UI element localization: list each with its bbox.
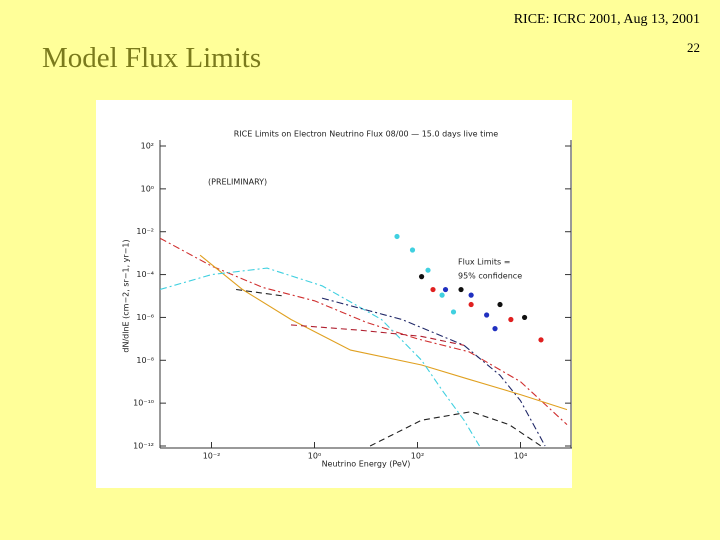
x-axis-label: Neutrino Energy (PeV)	[322, 460, 411, 469]
y-tick-label: 10⁻⁸	[136, 356, 154, 365]
y-axis-label: dN/dlnE (cm−2, sr−1, yr−1)	[122, 239, 131, 352]
x-tick-label: 10⁰	[308, 452, 321, 461]
data-point	[442, 286, 449, 293]
data-point	[538, 337, 544, 343]
plot-area	[160, 233, 568, 447]
data-point	[450, 309, 457, 315]
chart: RICE Limits on Electron Neutrino Flux 08…	[96, 100, 572, 488]
data-point	[418, 274, 425, 280]
annotation: (PRELIMINARY)	[208, 178, 267, 187]
annotation: Flux Limits =	[458, 258, 510, 267]
data-point	[508, 316, 514, 323]
chart-background	[96, 100, 572, 488]
chart-title: RICE Limits on Electron Neutrino Flux 08…	[234, 130, 499, 139]
data-point	[468, 292, 474, 298]
y-tick-label: 10⁻⁴	[136, 270, 154, 279]
series-line	[160, 237, 568, 426]
slide-header: RICE: ICRC 2001, Aug 13, 2001	[513, 12, 700, 27]
series-line	[369, 411, 542, 447]
data-point	[497, 301, 503, 308]
data-point	[458, 286, 464, 293]
series-line	[290, 324, 465, 346]
y-tick-label: 10⁻⁶	[136, 313, 154, 322]
data-point	[492, 326, 498, 332]
data-point	[409, 247, 416, 253]
data-point	[521, 314, 528, 321]
y-tick-label: 10⁻²	[136, 227, 154, 236]
y-tick-label: 10⁰	[141, 184, 154, 193]
series-line	[199, 254, 568, 411]
x-tick-label: 10⁻²	[203, 452, 221, 461]
slide-title: Model Flux Limits	[42, 42, 262, 74]
x-tick-label: 10⁴	[514, 452, 527, 461]
y-tick-label: 10⁻¹²	[133, 442, 154, 451]
y-tick-label: 10²	[141, 142, 154, 151]
data-point	[468, 301, 474, 308]
data-point	[484, 312, 490, 318]
series-line	[236, 288, 284, 297]
x-tick-label: 10²	[411, 452, 424, 461]
y-tick-label: 10⁻¹⁰	[133, 399, 154, 408]
series-line	[160, 267, 480, 447]
page-number: 22	[687, 40, 700, 55]
data-point	[425, 267, 431, 273]
annotation: 95% confidence	[458, 272, 522, 281]
data-point	[430, 286, 436, 293]
data-point	[439, 292, 445, 298]
data-point	[394, 233, 400, 240]
